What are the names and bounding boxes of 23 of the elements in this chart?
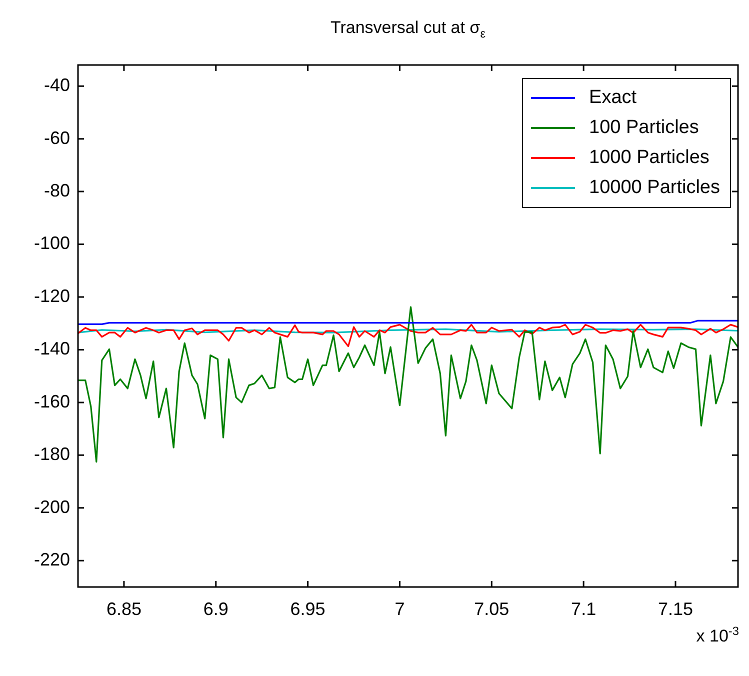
y-tick-label: -200 [34, 496, 70, 517]
x-tick-label: 7.15 [658, 598, 694, 619]
y-tick-label: -100 [34, 233, 70, 254]
text: x 10$^{-3}$ [696, 624, 739, 647]
y-tick-label: -60 [44, 128, 70, 148]
y-tick-label: -220 [34, 550, 70, 570]
y-tick-label: -160 [34, 391, 70, 412]
y-tick-label: -140 [34, 338, 70, 359]
x-tick-label: 7.05 [474, 598, 510, 619]
legend-label: 10000 Particles [589, 177, 720, 199]
legend-label: 1000 Particles [589, 147, 710, 169]
chart-title: Transversal cut at σ$_{ε}$ [329, 18, 486, 40]
x-tick-label: 6.85 [106, 598, 142, 619]
x-tick-label: 6.9 [203, 598, 228, 619]
y-tick-label: -120 [34, 286, 70, 306]
y-tick-label: -180 [34, 444, 70, 464]
x-tick-label: 7 [394, 598, 405, 619]
legend-label: 100 Particles [589, 117, 699, 139]
x-tick-label: 7.1 [571, 598, 596, 619]
x-tick-label: 6.95 [290, 598, 326, 619]
y-tick-label: -40 [44, 75, 70, 96]
y-tick-label: -80 [44, 180, 70, 201]
legend-label: Exact [589, 87, 637, 109]
